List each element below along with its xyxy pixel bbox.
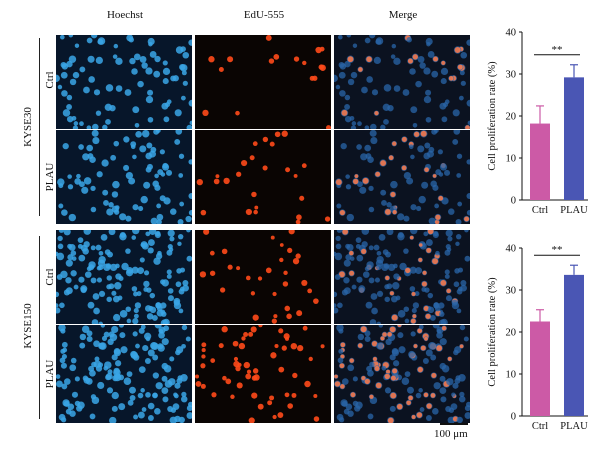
micrograph-hoechst-kyse150-plau	[56, 325, 192, 423]
y-tick-label: 40	[506, 28, 517, 39]
cell-line-label-kyse30: KYSE30	[22, 107, 34, 147]
x-tick-label: Ctrl	[532, 421, 548, 432]
micrograph-hoechst-kyse150-ctrl	[56, 230, 192, 324]
kyse30-bracket-line	[39, 38, 40, 216]
y-tick-label: 30	[506, 70, 517, 81]
micrograph-merge-kyse30-ctrl	[334, 35, 470, 129]
row-label-kyse30-plau: PLAU	[44, 162, 56, 192]
y-axis-label: Cell proliferation rate (%)	[487, 277, 498, 387]
bar-plau	[564, 274, 584, 416]
bar-ctrl	[530, 321, 550, 416]
y-tick-label: 10	[506, 154, 517, 165]
scale-bar-label: 100 μm	[434, 428, 468, 440]
column-header-edu: EdU-555	[243, 9, 285, 21]
micrograph-edu-kyse150-plau	[195, 325, 331, 423]
column-header-hoechst: Hoechst	[106, 9, 144, 21]
significance-stars: **	[552, 44, 563, 56]
column-header-merge: Merge	[388, 9, 418, 21]
bar-plau	[564, 77, 584, 200]
micrograph-merge-kyse150-ctrl	[334, 230, 470, 324]
micrograph-merge-kyse30-plau	[334, 130, 470, 224]
x-tick-label: Ctrl	[532, 205, 548, 216]
micrograph-edu-kyse30-plau	[195, 130, 331, 224]
micrograph-edu-kyse150-ctrl	[195, 230, 331, 324]
y-tick-label: 0	[511, 412, 516, 423]
y-tick-label: 10	[506, 370, 517, 381]
y-tick-label: 20	[506, 328, 517, 339]
y-tick-label: 30	[506, 286, 517, 297]
bar-chart-kyse150: 0 10 20 30 40 Cell proliferation rate (%) Ctrl…	[487, 244, 588, 433]
micrograph-hoechst-kyse30-ctrl	[56, 35, 192, 129]
y-tick-label: 20	[506, 112, 517, 123]
cell-line-label-kyse150: KYSE150	[22, 303, 34, 349]
y-tick-label: 40	[506, 244, 517, 255]
y-axis-label: Cell proliferation rate (%)	[487, 61, 498, 171]
kyse150-bracket-line	[39, 236, 40, 419]
significance-stars: **	[552, 244, 563, 256]
x-tick-label: PLAU	[560, 205, 588, 216]
micrograph-edu-kyse30-ctrl	[195, 35, 331, 129]
row-label-kyse150-ctrl: Ctrl	[44, 268, 56, 286]
micrograph-hoechst-kyse30-plau	[56, 130, 192, 224]
micrograph-merge-kyse150-plau	[334, 325, 470, 423]
row-label-kyse30-ctrl: Ctrl	[44, 71, 56, 89]
x-tick-label: PLAU	[560, 421, 588, 432]
y-tick-label: 0	[511, 196, 516, 207]
bar-chart-kyse30: 0 10 20 30 40 Cell proliferation rate (%) Ctrl…	[487, 28, 588, 217]
row-label-kyse150-plau: PLAU	[44, 359, 56, 389]
bar-ctrl	[530, 123, 550, 200]
scale-bar	[440, 423, 468, 425]
